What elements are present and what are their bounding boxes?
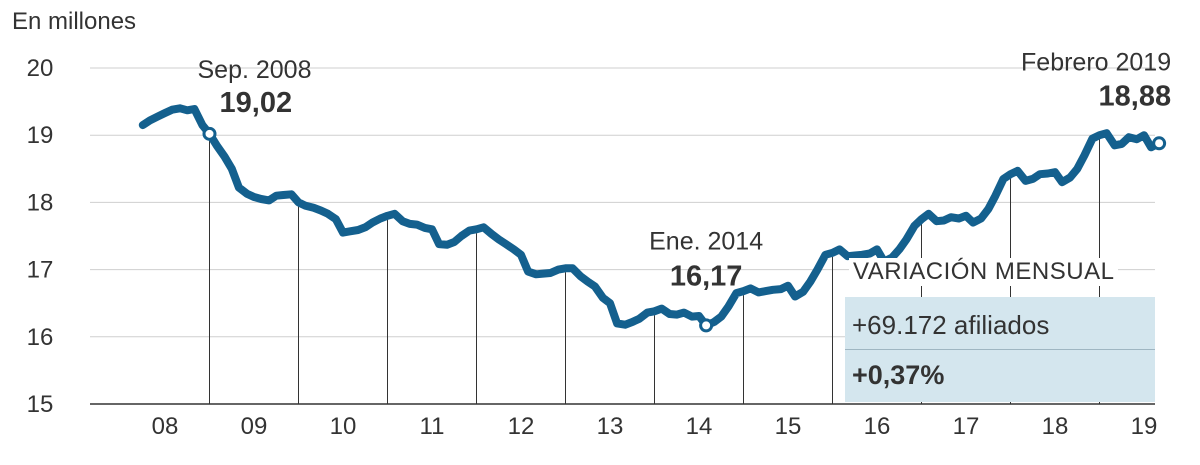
annotation: Febrero 2019 18,88 [1021, 48, 1172, 151]
annotation-date: Sep. 2008 [198, 56, 312, 84]
y-tick-label: 16 [27, 324, 54, 351]
annotation-value: 18,88 [1099, 80, 1172, 112]
monthly-variation-percent: +0,37% [852, 360, 945, 390]
annotation: Sep. 2008 19,02 [198, 56, 312, 141]
y-tick-labels: 15 16 17 18 19 20 [27, 55, 54, 418]
x-tick-label: 11 [420, 413, 445, 440]
x-tick-labels: 08 09 10 11 12 13 14 15 16 17 18 19 [152, 413, 1158, 440]
annotation: Ene. 2014 16,17 [649, 227, 763, 333]
x-tick-label: 13 [597, 413, 624, 440]
series-line [138, 104, 1164, 330]
y-tick-label: 20 [27, 55, 54, 82]
annotation-marker [202, 126, 217, 141]
x-tick-label: 18 [1042, 413, 1069, 440]
annotation-date: Febrero 2019 [1021, 48, 1171, 76]
annotations: Sep. 2008 19,02 Ene. 2014 16,17 Febrero 2019… [198, 48, 1172, 333]
x-tick-label: 12 [508, 413, 535, 440]
monthly-variation-affiliates: +69.172 afiliados [852, 310, 1050, 340]
annotation-date: Ene. 2014 [649, 227, 763, 255]
annotation-value: 16,17 [670, 260, 743, 292]
y-tick-label: 19 [27, 122, 54, 149]
x-tick-label: 10 [330, 413, 357, 440]
x-tick-label: 19 [1131, 413, 1158, 440]
monthly-variation-title: VARIACIÓN MENSUAL [849, 258, 1119, 286]
panel-divider [845, 349, 1155, 350]
y-tick-label: 18 [27, 189, 54, 216]
x-tick-label: 17 [953, 413, 980, 440]
annotation-marker [699, 318, 714, 333]
x-tick-label: 16 [864, 413, 891, 440]
y-axis-unit-label: En millones [12, 8, 137, 35]
annotation-value: 19,02 [220, 87, 293, 119]
x-tick-label: 08 [152, 413, 179, 440]
x-tick-label: 14 [686, 413, 713, 440]
x-tick-label: 09 [241, 413, 268, 440]
x-tick-label: 15 [775, 413, 802, 440]
y-tick-label: 17 [27, 257, 54, 284]
y-tick-label: 15 [27, 391, 54, 418]
annotation-marker [1152, 136, 1167, 151]
